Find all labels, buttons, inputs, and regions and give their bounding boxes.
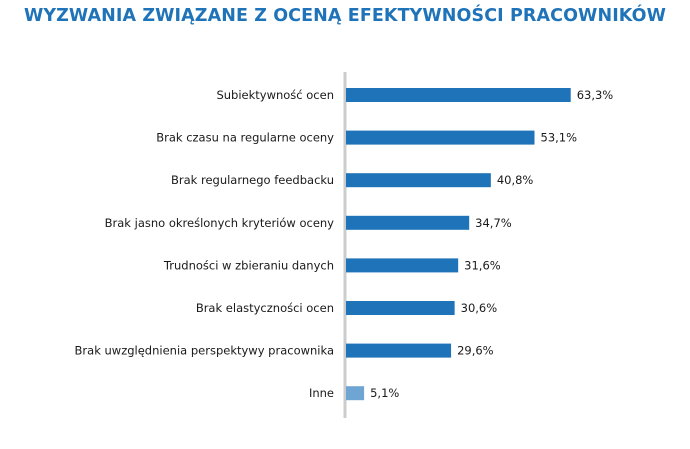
category-label: Brak czasu na regularne oceny: [156, 131, 334, 145]
value-label: 5,1%: [370, 386, 399, 400]
category-label: Brak elastyczności ocen: [196, 301, 334, 315]
value-label: 53,1%: [541, 131, 578, 145]
chart-title: WYZWANIA ZWIĄZANE Z OCENĄ EFEKTYWNOŚCI P…: [23, 6, 667, 26]
bar: [346, 343, 452, 358]
category-labels: Subiektywność ocen Brak czasu na regularn…: [75, 88, 335, 400]
bars: [346, 88, 571, 401]
bar: [346, 88, 571, 102]
value-label: 63,3%: [577, 88, 614, 102]
category-label: Brak jasno określonych kryteriów oceny: [105, 216, 335, 230]
category-label: Trudności w zbieraniu danych: [163, 258, 334, 272]
value-label: 34,7%: [475, 216, 512, 230]
category-label: Inne: [309, 386, 334, 400]
bar: [346, 215, 470, 230]
category-label: Brak regularnego feedbacku: [171, 173, 334, 187]
category-label: Brak uwzględnienia perspektywy pracownik…: [75, 344, 334, 358]
bar: [346, 386, 365, 401]
value-label: 31,6%: [464, 258, 501, 272]
bar: [346, 258, 459, 273]
bar: [346, 301, 455, 315]
value-label: 30,6%: [461, 301, 498, 315]
value-label: 29,6%: [457, 344, 494, 358]
value-labels: 63,3% 53,1% 40,8% 34,7% 31,6% 30,6% 29,6% 5,1%: [370, 88, 613, 400]
bar: [346, 173, 491, 188]
category-label: Subiektywność ocen: [216, 88, 334, 102]
value-label: 40,8%: [497, 173, 534, 187]
bar: [346, 130, 535, 145]
